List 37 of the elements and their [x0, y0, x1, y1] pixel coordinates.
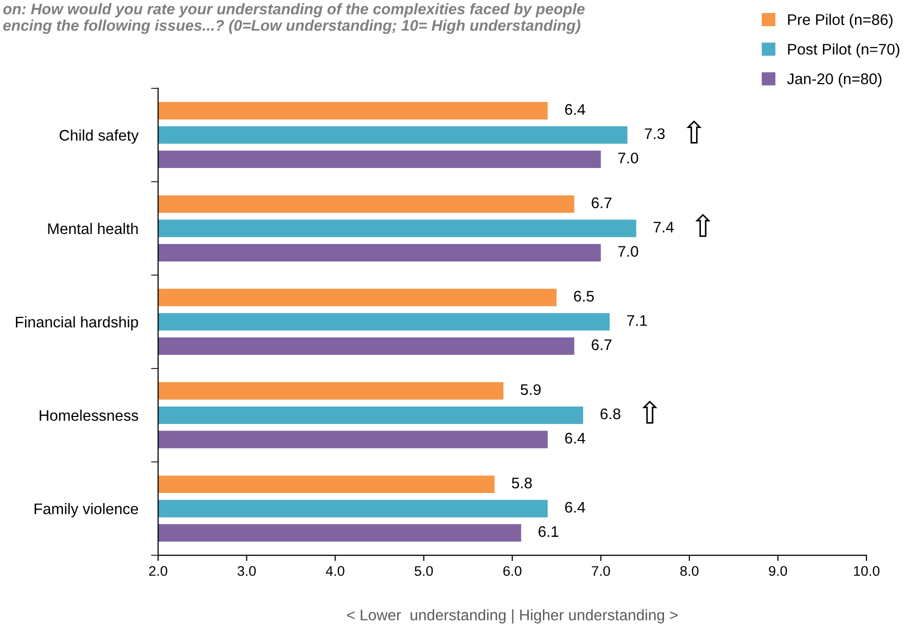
data-label: 7.0	[618, 152, 638, 164]
data-label: 7.1	[627, 315, 647, 326]
data-label: 6.8	[600, 408, 620, 420]
y-tick-label: Family violence	[34, 503, 138, 518]
data-label: 6.7	[592, 197, 612, 208]
chart-title: on: How would you rate your understanding of the complexities faced by people encing the following issues...? (0=Low understanding; 10= High understanding)	[3, 3, 585, 34]
x-tick-label: 3.0	[238, 566, 256, 576]
x-tick-label: 7.0	[592, 566, 610, 576]
annotation: ⇧	[695, 214, 711, 237]
data-label: 7.3	[644, 128, 665, 140]
data-label: 7.4	[654, 222, 674, 232]
legend-label: Post Pilot (n=70)	[788, 43, 900, 58]
x-tick-label: 8.0	[680, 566, 698, 576]
x-tick-label: 6.0	[503, 566, 522, 576]
data-label: 6.4	[565, 104, 586, 115]
legend-label: Jan-20 (n=80)	[787, 73, 882, 88]
data-label: 6.5	[574, 290, 594, 302]
x-tick-label: 5.0	[414, 566, 433, 576]
x-tick-label: 10.0	[854, 566, 880, 576]
x-tick-label: 4.0	[326, 566, 344, 576]
x-tick-label: 9.0	[768, 566, 788, 576]
y-tick-label: Financial hardship	[16, 316, 138, 331]
legend-label: Pre Pilot (n=86)	[788, 14, 893, 28]
data-label: 5.9	[520, 384, 541, 396]
data-label: 7.0	[618, 246, 638, 257]
x-axis-title: < Lower understanding | Higher understanding >	[347, 609, 678, 624]
annotation: ⇧	[642, 400, 658, 424]
data-label: 5.8	[512, 478, 532, 488]
data-label: 6.4	[565, 502, 586, 513]
data-label: 6.4	[565, 432, 586, 444]
y-tick-label: Homelessness	[40, 410, 138, 421]
y-tick-label: Mental health	[48, 222, 138, 234]
data-label: 6.1	[538, 526, 558, 537]
annotation: ⇧	[686, 120, 702, 144]
y-tick-label: Child safety	[60, 130, 139, 144]
x-tick-label: 2.0	[149, 566, 168, 576]
data-label: 6.7	[592, 339, 612, 350]
